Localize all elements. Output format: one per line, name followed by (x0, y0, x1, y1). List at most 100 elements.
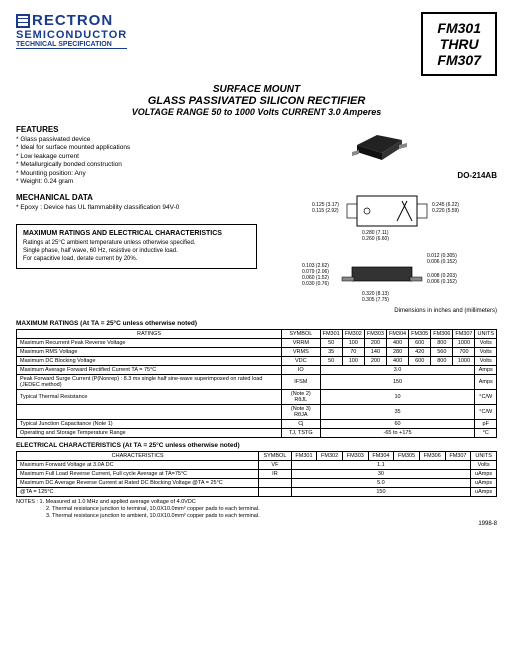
table-cell: 150 (291, 488, 471, 497)
table-cell: Volts (475, 339, 497, 348)
table-cell: 140 (364, 348, 386, 357)
table-cell: Volts (475, 357, 497, 366)
table-cell (259, 479, 291, 488)
table-row: Maximum Recurrent Peak Reverse VoltageVR… (17, 339, 497, 348)
table-cell: 560 (431, 348, 453, 357)
table-cell: Operating and Storage Temperature Range (17, 429, 282, 438)
table-cell: Maximum DC Average Reverse Current at Ra… (17, 479, 259, 488)
table-cell: 150 (320, 375, 475, 390)
table-cell: 1.1 (291, 461, 471, 470)
header-row: RECTRON SEMICONDUCTOR TECHNICAL SPECIFIC… (16, 12, 497, 76)
table-row: Maximum DC Blocking VoltageVDC5010020040… (17, 357, 497, 366)
char-box: MAXIMUM RATINGS AND ELECTRICAL CHARACTER… (16, 224, 257, 268)
table-cell: uAmps (471, 488, 497, 497)
table-row: Peak Forward Surge Current (P(Nonrep) : … (17, 375, 497, 390)
table-header: FM307 (453, 330, 475, 339)
left-column: FEATURES * Glass passivated device * Ide… (16, 125, 257, 314)
table-cell: 700 (453, 348, 475, 357)
svg-text:0.260 (6.60): 0.260 (6.60) (362, 236, 389, 241)
table-cell: (Note 3) RθJA (282, 405, 321, 420)
table-cell: (Note 2) RθJL (282, 390, 321, 405)
svg-text:0.305 (7.75): 0.305 (7.75) (362, 297, 389, 303)
svg-text:0.115 (2.92): 0.115 (2.92) (312, 208, 339, 214)
table-cell: VRRM (282, 339, 321, 348)
feature-item: * Low leakage current (16, 153, 257, 161)
table-cell (259, 488, 291, 497)
table-cell: 600 (409, 357, 431, 366)
table-cell: Amps (475, 375, 497, 390)
table-header: FM304 (368, 452, 394, 461)
table-cell: 1000 (453, 357, 475, 366)
char-head: MAXIMUM RATINGS AND ELECTRICAL CHARACTER… (23, 229, 250, 238)
table-cell: VDC (282, 357, 321, 366)
footer-date: 1998-8 (16, 521, 497, 527)
table-row: Maximum Full Load Reverse Current, Full … (17, 470, 497, 479)
table-cell: °C (475, 429, 497, 438)
svg-text:0.220 (5.59): 0.220 (5.59) (432, 208, 459, 214)
table-cell: 600 (409, 339, 431, 348)
table-cell: 200 (364, 357, 386, 366)
logo-icon (16, 14, 30, 28)
table-cell: Peak Forward Surge Current (P(Nonrep) : … (17, 375, 282, 390)
logo-block: RECTRON SEMICONDUCTOR TECHNICAL SPECIFIC… (16, 12, 127, 49)
table-header: SYMBOL (259, 452, 291, 461)
table-cell: uAmps (471, 479, 497, 488)
table-cell: 800 (431, 357, 453, 366)
part-from: FM301 (437, 20, 481, 36)
table-cell: 70 (342, 348, 364, 357)
table-row: Maximum DC Average Reverse Current at Ra… (17, 479, 497, 488)
table-header: FM306 (419, 452, 445, 461)
table-row: Operating and Storage Temperature RangeT… (17, 429, 497, 438)
table-header: FM307 (445, 452, 471, 461)
table-cell: 100 (342, 339, 364, 348)
dimension-diagrams: 0.125 (3.17) 0.115 (2.92) 0.245 (6.22) 0… (267, 186, 497, 304)
title-line1: SURFACE MOUNT (16, 84, 497, 95)
table-cell: Typical Junction Capacitance (Note 1) (17, 420, 282, 429)
elec-char-table: CHARACTERISTICSSYMBOLFM301FM302FM303FM30… (16, 451, 497, 497)
table-cell: Volts (475, 348, 497, 357)
table-cell: 10 (320, 390, 475, 405)
table-cell: 400 (386, 339, 408, 348)
table-cell: Amps (475, 366, 497, 375)
title-line3: VOLTAGE RANGE 50 to 1000 Volts CURRENT 3… (16, 107, 497, 117)
table-cell: °C/W (475, 390, 497, 405)
table-cell: Volts (471, 461, 497, 470)
mech-list: * Epoxy : Device has UL flammability cla… (16, 204, 257, 212)
features-list: * Glass passivated device * Ideal for su… (16, 136, 257, 187)
feature-item: * Glass passivated device (16, 136, 257, 144)
table-cell: 35 (320, 348, 342, 357)
package-3d-icon (347, 125, 412, 165)
notes-block: NOTES : 1. Measured at 1.0 MHz and appli… (16, 499, 497, 520)
features-head: FEATURES (16, 125, 257, 134)
title-block: SURFACE MOUNT GLASS PASSIVATED SILICON R… (16, 84, 497, 117)
right-column: DO-214AB 0.125 (3.17) 0.115 (2.92) 0.245… (267, 125, 497, 314)
char-line: Single phase, half wave, 60 Hz, resistiv… (23, 248, 250, 256)
table-cell: -65 to +175 (320, 429, 475, 438)
title-line2: GLASS PASSIVATED SILICON RECTIFIER (16, 95, 497, 107)
table-header: FM301 (291, 452, 317, 461)
table-cell: Maximum Average Forward Rectified Curren… (17, 366, 282, 375)
note-item: 2. Thermal resistance junction to termin… (16, 506, 497, 513)
table-cell: Maximum DC Blocking Voltage (17, 357, 282, 366)
feature-item: * Weight: 0.24 gram (16, 178, 257, 186)
mech-head: MECHANICAL DATA (16, 193, 257, 202)
max-ratings-table: RATINGSSYMBOLFM301FM302FM303FM304FM305FM… (16, 329, 497, 438)
table-cell: VF (259, 461, 291, 470)
max-ratings-title: MAXIMUM RATINGS (At TA = 25°C unless oth… (16, 320, 497, 327)
dimension-note: Dimensions in inches and (millimeters) (267, 308, 497, 314)
svg-text:0.030 (0.76): 0.030 (0.76) (302, 281, 329, 287)
table-cell: 3.0 (320, 366, 475, 375)
table-cell: 800 (431, 339, 453, 348)
table-header: RATINGS (17, 330, 282, 339)
table-cell: VRMS (282, 348, 321, 357)
table-cell (17, 405, 282, 420)
table-cell: 280 (386, 348, 408, 357)
svg-text:0.006 (0.152): 0.006 (0.152) (427, 279, 457, 285)
feature-item: * Metallurgically bonded construction (16, 161, 257, 169)
table-header: FM304 (386, 330, 408, 339)
logo-sub: SEMICONDUCTOR (16, 29, 127, 41)
note-item: 3. Thermal resistance junction to ambien… (16, 513, 497, 520)
table-cell: °C/W (475, 405, 497, 420)
table-cell: Typical Thermal Resistance (17, 390, 282, 405)
table-row: Typical Thermal Resistance(Note 2) RθJL1… (17, 390, 497, 405)
